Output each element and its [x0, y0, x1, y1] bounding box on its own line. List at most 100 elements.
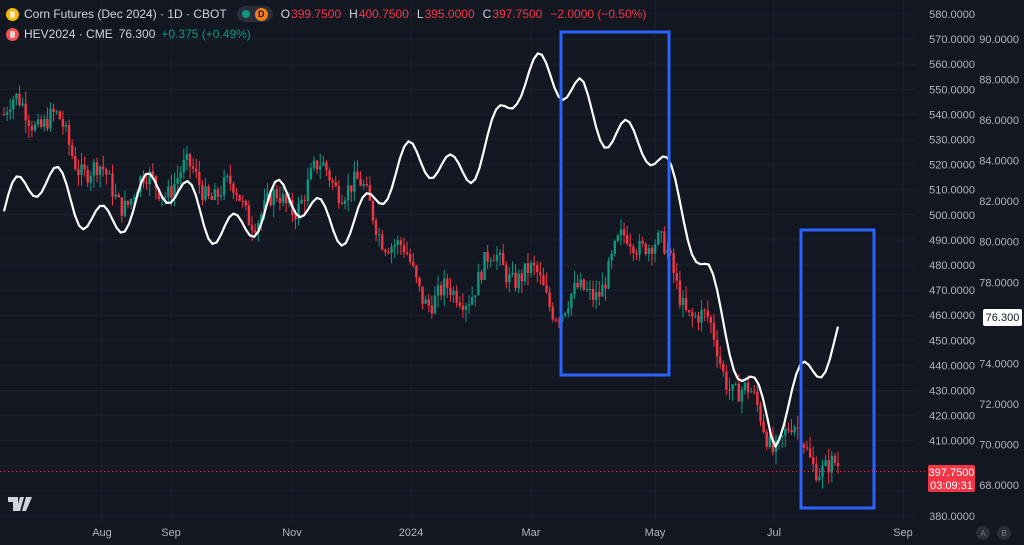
- axis-mode-label: B: [1001, 529, 1006, 538]
- candle: [359, 178, 362, 186]
- candle: [737, 383, 740, 402]
- candle: [2, 114, 6, 116]
- candle: [613, 240, 616, 254]
- candle: [443, 278, 446, 296]
- candle: [71, 144, 74, 156]
- candle: [244, 200, 248, 206]
- candle: [805, 447, 809, 449]
- candle: [492, 260, 496, 262]
- candle: [222, 177, 226, 196]
- candle: [393, 245, 396, 247]
- tradingview-logo-icon[interactable]: [8, 497, 32, 511]
- candle: [517, 273, 520, 289]
- candle: [275, 189, 279, 199]
- candle: [129, 199, 133, 205]
- candle: [213, 189, 217, 200]
- candle: [328, 170, 331, 181]
- candle: [173, 184, 176, 198]
- axis-mode-button[interactable]: [976, 526, 990, 540]
- candle: [387, 252, 390, 254]
- candle: [818, 476, 821, 481]
- candle: [700, 309, 703, 323]
- candle: [415, 265, 418, 278]
- candle: [740, 390, 744, 402]
- candle: [263, 200, 266, 215]
- candle: [55, 111, 58, 113]
- candle: [762, 421, 765, 432]
- candle: [433, 295, 437, 314]
- candle: [343, 200, 347, 204]
- right-axis-label: 450.0000: [929, 335, 975, 347]
- overlay-axis-label: 80.0000: [979, 237, 1019, 249]
- candle: [216, 189, 220, 197]
- candle: [182, 160, 186, 173]
- candle: [145, 182, 148, 185]
- candle: [176, 177, 179, 185]
- candle: [802, 444, 806, 448]
- candle: [36, 119, 40, 125]
- right-axis-label: 420.0000: [929, 411, 975, 423]
- candle: [647, 247, 651, 254]
- candle: [102, 166, 105, 170]
- overlay-axis-label: 72.0000: [979, 399, 1019, 411]
- candle: [374, 220, 378, 235]
- ohlc-values: O399.7500 H400.7500 L395.0000 C397.7500 −2.0…: [281, 7, 655, 21]
- candle: [300, 199, 303, 204]
- candle: [362, 184, 365, 186]
- candle: [80, 164, 83, 176]
- hog-overlay-series: [2, 52, 840, 448]
- candle: [133, 197, 136, 200]
- candle: [585, 289, 589, 291]
- candle: [421, 286, 424, 304]
- candle: [18, 93, 21, 105]
- candle: [784, 428, 787, 436]
- candle: [278, 198, 282, 203]
- candle: [74, 155, 77, 170]
- right-axis-label: 410.0000: [929, 436, 975, 448]
- overlay-price-value: 76.300: [986, 312, 1020, 324]
- candle: [350, 185, 353, 192]
- candle: [449, 287, 452, 295]
- axis-mode-button[interactable]: [997, 526, 1011, 540]
- candle: [185, 154, 189, 161]
- main-series-title: Corn Futures (Dec 2024) · 1D · CBOT: [24, 7, 227, 21]
- candle: [542, 275, 545, 286]
- candle: [412, 261, 415, 266]
- candle: [226, 175, 229, 178]
- market-status-pill[interactable]: D: [236, 6, 273, 22]
- candle: [390, 246, 393, 254]
- candle: [260, 214, 263, 224]
- candle: [148, 171, 151, 185]
- candle: [836, 462, 840, 467]
- main-legend[interactable]: Corn Futures (Dec 2024) · 1D · CBOT D O3…: [6, 6, 654, 22]
- tradingview-logo[interactable]: [8, 497, 32, 511]
- candle: [43, 118, 46, 127]
- ohlc-value: 397.7500: [492, 7, 543, 21]
- candle: [681, 298, 685, 306]
- candle: [526, 263, 530, 273]
- candle: [610, 253, 613, 261]
- candle: [557, 320, 561, 322]
- candle: [768, 436, 771, 447]
- candle: [808, 448, 812, 458]
- candle: [353, 171, 356, 192]
- candle: [319, 165, 322, 170]
- candle: [641, 241, 644, 244]
- ohlc-value: 395.0000: [424, 7, 475, 21]
- time-axis-label: Aug: [92, 527, 112, 539]
- candle: [771, 436, 775, 452]
- overlay-axis-label: 78.0000: [979, 277, 1019, 289]
- overlay-legend[interactable]: HEV2024 · CME 76.300 +0.375 (+0.49%): [6, 27, 251, 41]
- candle: [126, 200, 130, 205]
- candle: [601, 284, 604, 297]
- candle: [821, 465, 824, 477]
- highlight-box-spring: [559, 30, 671, 377]
- highlight-boxes: [0, 30, 925, 510]
- candle: [551, 306, 554, 320]
- candle: [371, 200, 375, 221]
- candle: [470, 296, 474, 305]
- interval-badge: D: [254, 7, 268, 21]
- candle: [706, 310, 709, 318]
